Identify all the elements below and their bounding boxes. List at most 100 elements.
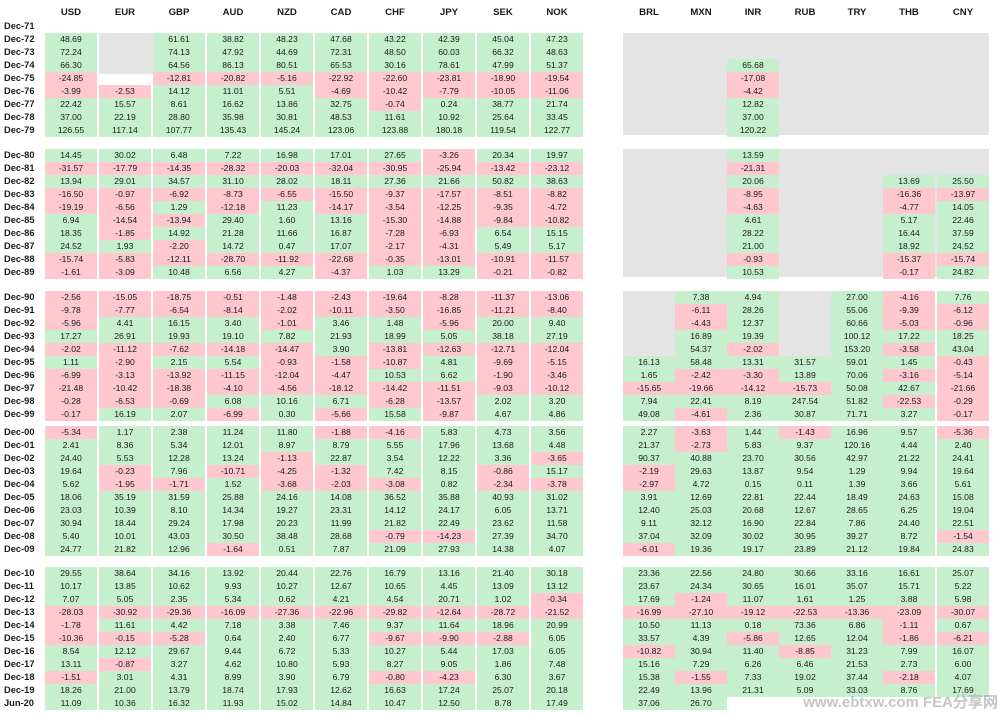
value-cell: 32.09 [675,530,727,543]
value-cell: 19.10 [207,330,259,343]
value-cell: 1.45 [883,356,935,369]
value-cell: 14.72 [207,240,259,253]
value-cell: -16.50 [45,188,97,201]
value-cell: 24.40 [45,452,97,465]
value-cell: 117.14 [99,124,151,137]
value-cell: 12.40 [623,504,675,517]
value-cell: 0.15 [727,478,779,491]
value-cell: -30.95 [369,162,421,175]
value-cell: 19.17 [727,543,779,556]
value-cell: 3.90 [315,343,367,356]
value-cell: 9.94 [883,465,935,478]
value-cell: 10.65 [369,580,421,593]
value-cell: -18.90 [477,72,529,85]
value-cell: 14.38 [477,543,529,556]
value-cell: 25.50 [937,175,989,188]
value-cell: -3.46 [531,369,583,382]
value-cell: 22.46 [937,214,989,227]
value-cell: 21.82 [99,543,151,556]
value-cell: 14.84 [315,697,367,710]
value-cell: 14.34 [207,504,259,517]
value-cell: 11.01 [207,85,259,98]
value-cell: 11.13 [675,619,727,632]
value-cell: -1.71 [153,478,205,491]
value-cell: 20.34 [477,149,529,162]
value-cell: -6.12 [937,304,989,317]
value-cell: 34.70 [531,530,583,543]
value-cell: 15.17 [531,465,583,478]
value-cell: 23.62 [477,517,529,530]
value-cell: 6.62 [423,369,475,382]
value-cell: 2.40 [261,632,313,645]
value-cell: 6.54 [477,227,529,240]
value-cell: 9.40 [531,317,583,330]
value-cell: -1.90 [477,369,529,382]
value-cell: 0.64 [207,632,259,645]
value-cell: 37.00 [727,111,779,124]
value-cell: 10.47 [369,697,421,710]
column-header-cny: CNY [952,7,974,18]
value-cell: 11.64 [423,619,475,632]
value-cell: -11.37 [477,291,529,304]
value-cell: -4.61 [675,408,727,421]
value-cell: -13.97 [937,188,989,201]
row-label: Dec-99 [4,409,35,419]
value-cell: 48.23 [261,33,313,46]
value-cell: -28.70 [207,253,259,266]
value-cell: 22.56 [675,567,727,580]
value-cell: 3.90 [261,671,313,684]
value-cell: 18.49 [831,491,883,504]
value-cell: 8.36 [99,439,151,452]
value-cell: -1.55 [675,671,727,684]
value-cell: -0.17 [45,408,97,421]
value-cell: -4.63 [727,201,779,214]
value-cell: -13.06 [531,291,583,304]
value-cell: 17.01 [315,149,367,162]
value-cell: 10.53 [369,369,421,382]
value-cell: 32.75 [315,98,367,111]
value-cell: 6.72 [261,645,313,658]
value-cell: -15.30 [369,214,421,227]
value-cell: -0.15 [99,632,151,645]
value-cell: -9.90 [423,632,475,645]
value-cell: 16.89 [675,330,727,343]
row-label: Dec-05 [4,492,35,502]
value-cell: 38.64 [99,567,151,580]
value-cell: 37.59 [937,227,989,240]
value-cell: 6.77 [315,632,367,645]
value-cell: -7.77 [99,304,151,317]
value-cell: 22.19 [99,111,151,124]
value-cell: -10.91 [477,253,529,266]
value-cell: 43.03 [153,530,205,543]
column-header-mxn: MXN [690,7,712,18]
value-cell: 3.38 [261,619,313,632]
value-cell: 16.90 [727,517,779,530]
value-cell: 28.80 [153,111,205,124]
value-cell: 65.68 [727,59,779,72]
value-cell: -30.07 [937,606,989,619]
value-cell: -1.43 [779,426,831,439]
row-label: Dec-07 [4,518,35,528]
value-cell: 30.94 [45,517,97,530]
column-header-chf: CHF [385,7,405,18]
value-cell: -13.57 [423,395,475,408]
value-cell: 28.26 [727,304,779,317]
value-cell: 13.16 [423,567,475,580]
value-cell: 19.97 [531,149,583,162]
value-cell: 37.06 [623,697,675,710]
value-cell: -12.18 [207,201,259,214]
value-cell: -12.04 [261,369,313,382]
value-cell: 14.12 [369,504,421,517]
value-cell: 5.05 [423,330,475,343]
value-cell: 90.37 [623,452,675,465]
value-cell: 30.95 [779,530,831,543]
value-cell: -8.95 [727,188,779,201]
value-cell: 20.44 [261,567,313,580]
value-cell: 66.32 [477,46,529,59]
value-cell: 32.12 [675,517,727,530]
value-cell: -0.17 [883,266,935,279]
value-cell: 12.96 [153,543,205,556]
value-cell: -31.57 [45,162,97,175]
value-cell: -15.05 [99,291,151,304]
value-cell: -17.79 [99,162,151,175]
